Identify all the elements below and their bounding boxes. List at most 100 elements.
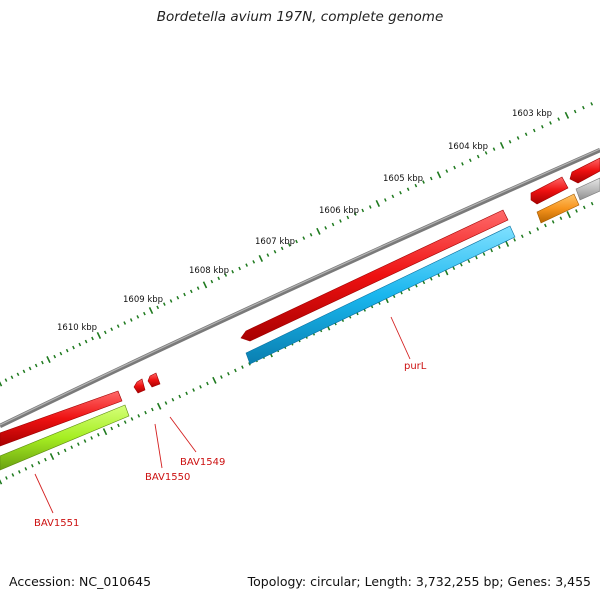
ruler-minor-tick — [57, 451, 60, 456]
gene-red-right-2[interactable] — [569, 157, 600, 184]
ruler-minor-tick — [185, 391, 188, 396]
gene-bav1551-green[interactable] — [0, 404, 130, 471]
ruler-minor-tick — [324, 226, 328, 230]
gene-orange[interactable] — [536, 193, 580, 224]
gene-label-bav1550[interactable]: BAV1550 — [145, 472, 190, 483]
ruler-minor-tick — [353, 212, 357, 216]
ruler-minor-tick — [63, 448, 67, 453]
ruler-minor-tick — [582, 105, 585, 110]
ruler-label: 1604 kbp — [448, 142, 488, 152]
ruler-minor-tick — [11, 473, 15, 477]
gene-label-bav1551[interactable]: BAV1551 — [34, 518, 79, 529]
ruler-minor-tick — [391, 194, 395, 199]
gene-grey[interactable] — [575, 177, 600, 201]
ruler-minor-tick — [163, 302, 166, 306]
ruler-minor-tick — [429, 176, 433, 181]
ruler-minor-tick — [590, 201, 594, 206]
gene-small-red-2[interactable] — [147, 372, 161, 388]
ruler-minor-tick — [414, 183, 418, 188]
gene-bav1551-region[interactable] — [0, 390, 123, 447]
ruler-label: 1606 kbp — [319, 206, 359, 216]
ruler-label: 1603 kbp — [512, 109, 552, 119]
ruler-major-tick — [436, 171, 442, 179]
ruler-minor-tick — [28, 366, 32, 371]
ruler-minor-tick — [245, 263, 248, 267]
ruler-minor-tick — [110, 327, 114, 332]
ruler-minor-tick — [34, 363, 38, 368]
ruler-minor-tick — [90, 436, 93, 440]
ruler-minor-tick — [468, 158, 472, 163]
ruler-minor-tick — [130, 417, 134, 421]
gene-label-purl[interactable]: purL — [404, 361, 427, 372]
ruler-minor-tick — [453, 165, 456, 170]
ruler-label: 1609 kbp — [123, 295, 163, 305]
ruler-minor-tick — [476, 154, 480, 159]
ruler-major-tick — [564, 111, 570, 119]
ruler-minor-tick — [4, 378, 8, 382]
ruler-minor-tick — [37, 460, 41, 465]
ruler-minor-tick — [78, 342, 82, 347]
ruler-minor-tick — [110, 426, 114, 431]
ruler-minor-tick — [231, 269, 234, 274]
ruler-minor-tick — [445, 169, 449, 173]
ruler-label: 1608 kbp — [189, 266, 229, 276]
ruler-minor-tick — [151, 407, 154, 412]
ruler-minor-tick — [171, 397, 175, 402]
ruler-minor-tick — [234, 368, 237, 373]
ruler-minor-tick — [199, 385, 202, 389]
genome-backbone — [0, 147, 600, 429]
ruler-minor-tick — [18, 470, 21, 474]
inner-ruler — [0, 201, 594, 485]
ruler-minor-tick — [528, 230, 532, 235]
gene-purl-blue[interactable] — [245, 225, 516, 365]
ruler-major-tick — [566, 211, 571, 219]
ruler-minor-tick — [437, 273, 441, 278]
ruler-minor-tick — [384, 198, 387, 202]
ruler-minor-tick — [484, 151, 488, 155]
ruler-minor-tick — [41, 360, 44, 365]
ruler-minor-tick — [532, 128, 536, 133]
ruler-minor-tick — [16, 372, 20, 377]
leader-bav1549 — [169, 416, 197, 453]
ruler-minor-tick — [549, 121, 552, 125]
ruler-minor-tick — [544, 223, 547, 228]
ruler-minor-tick — [302, 236, 306, 240]
ruler-minor-tick — [475, 255, 478, 260]
ruler-minor-tick — [24, 467, 28, 471]
ruler-minor-tick — [143, 311, 146, 316]
ruler-minor-tick — [331, 222, 335, 227]
ruler-minor-tick — [206, 381, 209, 386]
gene-purl-forward[interactable] — [240, 209, 509, 342]
ruler-minor-tick — [91, 336, 94, 341]
genome-backbone-highlight — [0, 148, 600, 426]
ruler-minor-tick — [513, 238, 516, 242]
leader-purl — [390, 316, 411, 360]
ruler-minor-tick — [178, 394, 182, 399]
gene-red-right-1[interactable] — [530, 176, 569, 205]
ruler-minor-tick — [220, 375, 223, 379]
ruler-major-tick — [148, 307, 154, 315]
ruler-minor-tick — [83, 439, 87, 443]
map-title: Bordetella avium 197N, complete genome — [156, 9, 444, 25]
gene-label-bav1549[interactable]: BAV1549 — [180, 457, 225, 468]
ruler-minor-tick — [461, 162, 464, 166]
ruler-minor-tick — [129, 318, 133, 322]
ruler-minor-tick — [582, 205, 586, 210]
ruler-minor-tick — [176, 295, 180, 300]
ruler-minor-tick — [536, 227, 540, 231]
ruler-minor-tick — [22, 369, 26, 374]
ruler-minor-tick — [288, 243, 291, 247]
ruler-minor-tick — [559, 216, 563, 221]
ruler-minor-tick — [490, 248, 493, 253]
ruler-minor-tick — [516, 136, 520, 140]
ruler-minor-tick — [467, 259, 471, 264]
ruler-minor-tick — [368, 205, 372, 209]
ruler-label: 1607 kbp — [255, 237, 295, 247]
ruler-minor-tick — [123, 321, 127, 325]
outer-ruler — [0, 102, 594, 387]
ruler-minor-tick — [5, 476, 8, 480]
gene-small-red-1[interactable] — [133, 378, 146, 394]
ruler-minor-tick — [116, 324, 120, 328]
ruler-major-tick — [316, 227, 321, 235]
